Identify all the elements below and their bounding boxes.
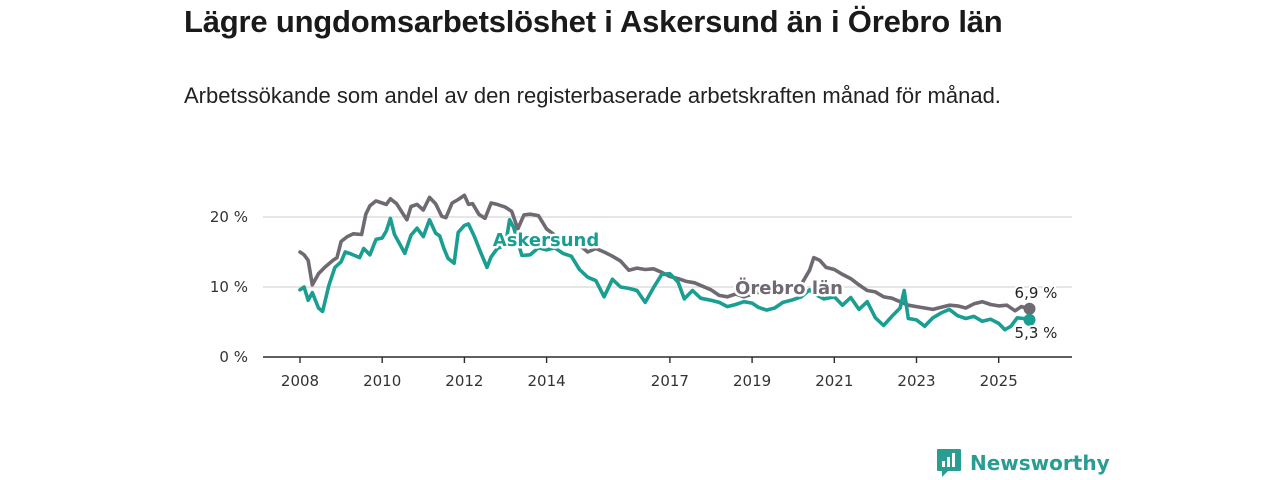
gridlines: 0 % 10 % 20 % [210,208,1072,366]
y-tick-label: 10 % [210,278,248,296]
series-name-label: Askersund [493,230,599,251]
bar-chart-icon [937,449,961,477]
x-tick-label: 2010 [363,372,401,390]
x-tick-label: 2012 [445,372,483,390]
y-tick-label: 0 % [219,348,248,366]
line-chart: 0 % 10 % 20 % 2008 2010 2012 2014 2017 2019 2021… [210,193,1072,390]
end-value-label-halo: 6,9 % [1015,284,1058,302]
y-tick-label: 20 % [210,208,248,226]
x-tick-label: 2025 [980,372,1018,390]
end-value-label: 5,3 % [1015,324,1058,342]
brand-name: Newsworthy [970,451,1110,475]
end-point-örebro-län [1023,302,1036,315]
series-name-label: Örebro län [735,277,843,299]
newsworthy-logo: Newsworthy [936,448,1110,478]
x-tick-label: 2008 [281,372,319,390]
series-name-label-halo: Askersund [493,230,599,251]
series-line-askersund [298,216,1032,332]
x-tick-label: 2021 [815,372,853,390]
end-point-askersund [1023,313,1036,326]
end-value-label: 6,9 % [1015,284,1058,302]
end-value-label-halo: 5,3 % [1015,324,1058,342]
series-lines [298,193,1036,332]
x-tick-label: 2017 [651,372,689,390]
x-tick-label: 2014 [528,372,566,390]
series-line-örebro-län [298,193,1032,313]
series-name-label-halo: Örebro län [735,277,843,299]
chart-title: Lägre ungdomsarbetslöshet i Askersund än… [184,4,1003,39]
chart-subtitle: Arbetssökande som andel av den registerb… [184,83,1001,108]
x-tick-label: 2023 [897,372,935,390]
x-axis: 2008 2010 2012 2014 2017 2019 2021 2023 2025 [263,356,1072,390]
x-tick-label: 2019 [733,372,771,390]
